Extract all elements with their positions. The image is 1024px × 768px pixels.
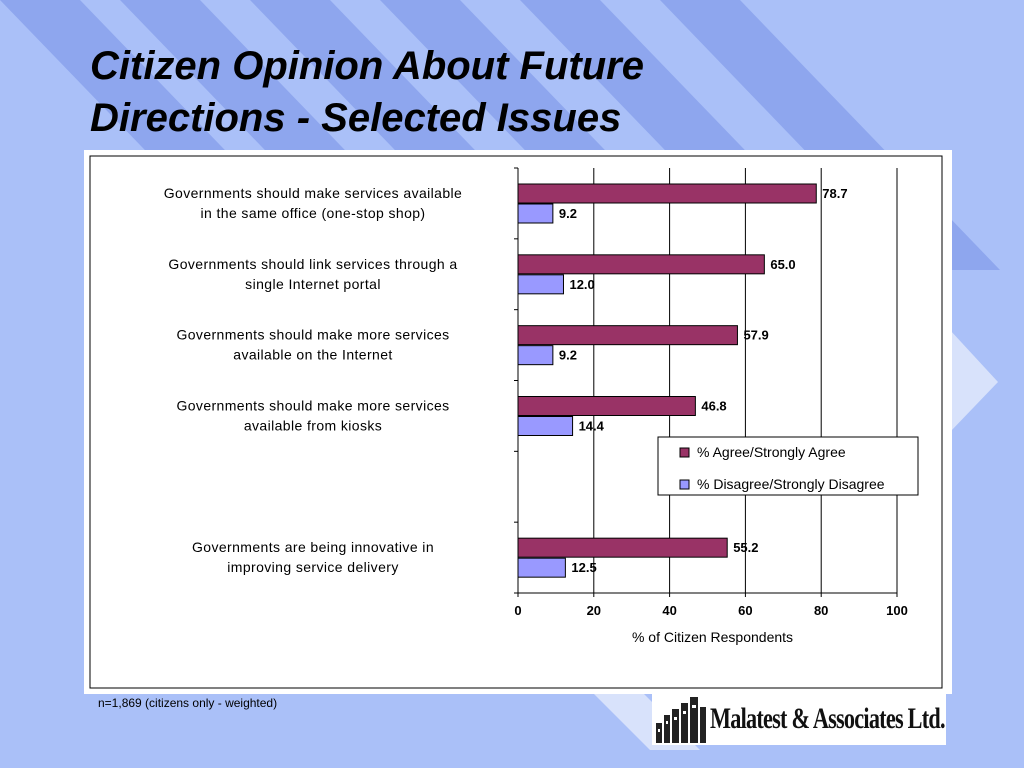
data-label: 12.5	[571, 560, 596, 575]
buildings-logo-icon	[656, 697, 706, 743]
category-label: available from kiosks	[244, 418, 382, 434]
x-tick-label: 100	[886, 603, 908, 618]
data-label: 78.7	[822, 186, 847, 201]
category-label: Governments should make more services	[176, 327, 449, 343]
legend-box	[657, 436, 919, 496]
data-label: 9.2	[559, 206, 577, 221]
data-label: 46.8	[701, 399, 726, 414]
agree-bar	[517, 183, 817, 204]
agree-bar	[517, 537, 728, 558]
legend-label: % Disagree/Strongly Disagree	[697, 476, 885, 492]
disagree-bar	[517, 203, 554, 224]
data-label: 55.2	[733, 540, 758, 555]
x-axis-title: % of Citizen Respondents	[632, 629, 793, 645]
disagree-bar	[517, 416, 574, 436]
category-label: Governments are being innovative in	[192, 539, 434, 555]
data-label: 65.0	[770, 257, 795, 272]
legend-swatch-agree	[679, 447, 690, 458]
category-label: in the same office (one-stop shop)	[200, 205, 425, 221]
chart-panel: 0 20 40 60 80 100 % of Citizen Respondents Gove…	[84, 150, 952, 694]
chart-frame	[89, 155, 943, 689]
title-line-2: Directions - Selected Issues	[90, 96, 622, 140]
x-tick-label: 60	[738, 603, 752, 618]
legend-label: % Agree/Strongly Agree	[697, 444, 846, 460]
disagree-bar	[517, 345, 554, 366]
data-label: 57.9	[743, 328, 768, 343]
data-label: 14.4	[579, 419, 605, 434]
category-label: Governments should make services availab…	[164, 185, 463, 201]
category-label: available on the Internet	[233, 347, 392, 363]
data-label: 9.2	[559, 348, 577, 363]
category-label: Governments should link services through…	[168, 256, 457, 272]
bar-chart: 0 20 40 60 80 100 % of Citizen Respondents Gove…	[89, 155, 943, 689]
category-label: single Internet portal	[245, 276, 381, 292]
x-tick-label: 20	[587, 603, 601, 618]
logo-text: Malatest & Associates Ltd.	[710, 702, 946, 735]
agree-bar	[517, 396, 696, 416]
disagree-bar	[517, 557, 566, 578]
company-logo: Malatest & Associates Ltd.	[652, 693, 946, 745]
legend-swatch-disagree	[679, 479, 690, 490]
sample-footnote: n=1,869 (citizens only - weighted)	[98, 696, 278, 710]
category-label: improving service delivery	[227, 559, 398, 575]
x-tick-label: 40	[662, 603, 676, 618]
title-line-1: Citizen Opinion About Future	[90, 44, 644, 88]
disagree-bar	[517, 274, 564, 295]
x-tick-label: 0	[514, 603, 521, 618]
agree-bar	[517, 325, 738, 346]
agree-bar	[517, 254, 765, 275]
category-label: Governments should make more services	[176, 398, 449, 414]
data-label: 12.0	[569, 277, 594, 292]
x-tick-label: 80	[814, 603, 828, 618]
slide-title: Citizen Opinion About Future Directions …	[90, 40, 644, 144]
